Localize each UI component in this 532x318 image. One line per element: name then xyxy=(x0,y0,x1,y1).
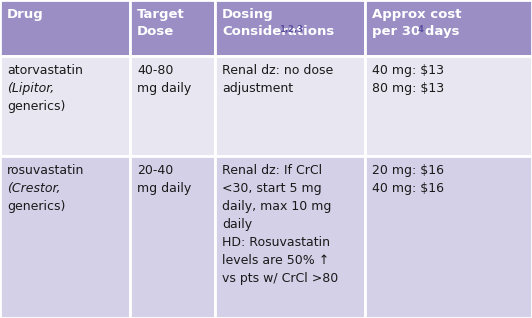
Text: Dose: Dose xyxy=(137,25,174,38)
Bar xyxy=(130,156,215,318)
Bar xyxy=(365,0,532,56)
Text: 80 mg: $13: 80 mg: $13 xyxy=(372,82,444,95)
Text: HD: Rosuvastatin: HD: Rosuvastatin xyxy=(222,236,330,249)
Text: atorvastatin: atorvastatin xyxy=(7,64,83,77)
Text: <30, start 5 mg: <30, start 5 mg xyxy=(222,182,322,195)
Bar xyxy=(215,0,365,56)
Text: 20 mg: $16: 20 mg: $16 xyxy=(372,164,444,177)
Text: levels are 50% ↑: levels are 50% ↑ xyxy=(222,254,329,267)
Text: daily: daily xyxy=(222,218,252,231)
Text: 1,2,3: 1,2,3 xyxy=(279,25,303,34)
Text: generics): generics) xyxy=(7,100,65,113)
Text: 20-40: 20-40 xyxy=(137,164,173,177)
Bar xyxy=(0,56,130,156)
Text: (Crestor,: (Crestor, xyxy=(7,182,61,195)
Text: 40 mg: $16: 40 mg: $16 xyxy=(372,182,444,195)
Bar xyxy=(365,156,532,318)
Bar xyxy=(130,56,215,156)
Text: rosuvastatin: rosuvastatin xyxy=(7,164,85,177)
Text: Target: Target xyxy=(137,8,185,21)
Text: Renal dz: no dose: Renal dz: no dose xyxy=(222,64,333,77)
Bar xyxy=(215,156,365,318)
Bar xyxy=(130,0,215,56)
Text: Dosing: Dosing xyxy=(222,8,274,21)
Text: 40 mg: $13: 40 mg: $13 xyxy=(372,64,444,77)
Bar xyxy=(0,156,130,318)
Text: 4: 4 xyxy=(417,25,423,34)
Text: Considerations: Considerations xyxy=(222,25,334,38)
Text: vs pts w/ CrCl >80: vs pts w/ CrCl >80 xyxy=(222,272,338,285)
Text: Approx cost: Approx cost xyxy=(372,8,461,21)
Bar xyxy=(215,56,365,156)
Text: (Lipitor,: (Lipitor, xyxy=(7,82,54,95)
Text: mg daily: mg daily xyxy=(137,182,191,195)
Text: daily, max 10 mg: daily, max 10 mg xyxy=(222,200,331,213)
Text: mg daily: mg daily xyxy=(137,82,191,95)
Text: per 30 days: per 30 days xyxy=(372,25,460,38)
Text: Renal dz: If CrCl: Renal dz: If CrCl xyxy=(222,164,322,177)
Text: Drug: Drug xyxy=(7,8,44,21)
Bar xyxy=(365,56,532,156)
Text: adjustment: adjustment xyxy=(222,82,293,95)
Bar xyxy=(0,0,130,56)
Text: 40-80: 40-80 xyxy=(137,64,173,77)
Text: generics): generics) xyxy=(7,200,65,213)
